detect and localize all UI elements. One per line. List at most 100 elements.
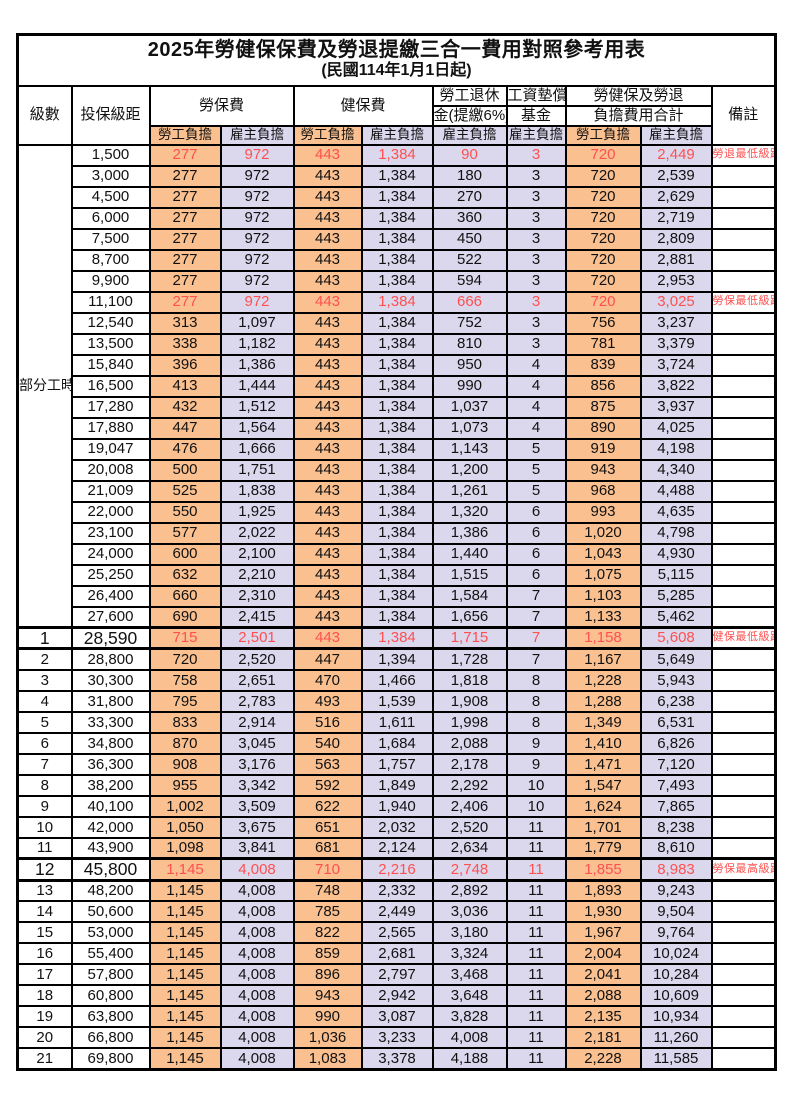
value-cell-health-employee: 540 — [292, 731, 363, 755]
value-cell-health-employer: 1,384 — [360, 332, 434, 356]
value-cell-pension-employer: 3,180 — [431, 921, 508, 945]
level-cell: 14 — [16, 900, 73, 924]
bracket-cell: 57,800 — [70, 963, 151, 987]
header-wage-fund-line2: 基金 — [505, 104, 567, 127]
bracket-cell: 69,800 — [70, 1047, 151, 1071]
table-row: 12,540 313 1,097 443 1,384 752 3 756 3,237 — [18, 311, 777, 335]
value-cell-labor-employer: 4,008 — [219, 963, 295, 987]
bracket-cell: 1,500 — [70, 143, 151, 167]
value-cell-total-employer: 2,449 — [639, 143, 713, 167]
value-cell-health-employer: 2,681 — [360, 942, 434, 966]
value-cell-wage-fund-employer: 3 — [505, 311, 567, 335]
value-cell-labor-employee: 833 — [148, 710, 222, 734]
value-cell-pension-employer: 1,584 — [431, 584, 508, 608]
table-row: 13 48,200 1,145 4,008 748 2,332 2,892 11 1,893 9,… — [16, 879, 777, 903]
value-cell-wage-fund-employer: 4 — [505, 374, 567, 398]
value-cell-labor-employee: 1,145 — [148, 879, 222, 903]
value-cell-labor-employee: 720 — [148, 647, 222, 671]
value-cell-labor-employee: 870 — [148, 731, 222, 755]
value-cell-health-employer: 1,384 — [360, 479, 434, 503]
value-cell-total-employer: 8,983 — [639, 857, 713, 882]
value-cell-total-employer: 9,243 — [639, 879, 713, 903]
value-cell-health-employee: 443 — [292, 290, 363, 314]
table-row: 25,250 632 2,210 443 1,384 1,515 6 1,075 5,115 — [18, 563, 777, 587]
value-cell-total-employer: 4,930 — [639, 542, 713, 566]
remark-cell — [710, 164, 777, 188]
value-cell-health-employee: 896 — [292, 963, 363, 987]
header-pension-line2: 金(提繳6%) — [431, 104, 508, 127]
value-cell-labor-employee: 660 — [148, 584, 222, 608]
value-cell-total-employer: 4,798 — [639, 521, 713, 545]
value-cell-labor-employee: 476 — [148, 437, 222, 461]
value-cell-total-employee: 1,855 — [564, 857, 642, 882]
table-row: 8 38,200 955 3,342 592 1,849 2,292 10 1,547 7,493 — [16, 773, 777, 797]
value-cell-total-employer: 5,943 — [639, 668, 713, 692]
value-cell-health-employee: 443 — [292, 164, 363, 188]
bracket-cell: 40,100 — [70, 794, 151, 818]
value-cell-health-employee: 443 — [292, 458, 363, 482]
value-cell-health-employer: 1,384 — [360, 500, 434, 524]
bracket-cell: 16,500 — [70, 374, 151, 398]
value-cell-health-employee: 592 — [292, 773, 363, 797]
table-row: 21,009 525 1,838 443 1,384 1,261 5 968 4,488 — [18, 479, 777, 503]
table-row: 18 60,800 1,145 4,008 943 2,942 3,648 11 2,088 10… — [16, 984, 777, 1008]
value-cell-pension-employer: 990 — [431, 374, 508, 398]
page-title: 2025年勞健保保費及勞退提繳三合一費用對照參考用表 — [147, 39, 646, 62]
value-cell-pension-employer: 2,892 — [431, 879, 508, 903]
value-cell-labor-employee: 1,145 — [148, 942, 222, 966]
bracket-cell: 3,000 — [70, 164, 151, 188]
value-cell-labor-employee: 338 — [148, 332, 222, 356]
subheader-labor-employee: 勞工負擔 — [148, 124, 222, 146]
value-cell-health-employer: 1,384 — [360, 206, 434, 230]
value-cell-labor-employer: 4,008 — [219, 857, 295, 882]
value-cell-labor-employee: 715 — [148, 625, 222, 651]
bracket-cell: 4,500 — [70, 185, 151, 209]
value-cell-wage-fund-employer: 11 — [505, 1047, 567, 1071]
value-cell-labor-employer: 972 — [219, 143, 295, 167]
level-cell: 2 — [16, 647, 73, 671]
bracket-cell: 7,500 — [70, 227, 151, 251]
bracket-cell: 28,800 — [70, 647, 151, 671]
value-cell-total-employee: 968 — [564, 479, 642, 503]
value-cell-health-employee: 443 — [292, 311, 363, 335]
value-cell-health-employer: 2,942 — [360, 984, 434, 1008]
value-cell-health-employer: 1,384 — [360, 164, 434, 188]
value-cell-total-employee: 720 — [564, 269, 642, 293]
value-cell-health-employer: 1,384 — [360, 437, 434, 461]
value-cell-pension-employer: 666 — [431, 290, 508, 314]
value-cell-health-employer: 1,384 — [360, 227, 434, 251]
value-cell-wage-fund-employer: 7 — [505, 647, 567, 671]
subheader-total-employer: 雇主負擔 — [639, 124, 713, 146]
value-cell-labor-employee: 1,145 — [148, 1026, 222, 1050]
level-cell: 20 — [16, 1026, 73, 1050]
value-cell-labor-employee: 277 — [148, 227, 222, 251]
value-cell-total-employer: 4,025 — [639, 416, 713, 440]
value-cell-labor-employee: 908 — [148, 752, 222, 776]
value-cell-pension-employer: 2,748 — [431, 857, 508, 882]
bracket-cell: 36,300 — [70, 752, 151, 776]
value-cell-health-employee: 990 — [292, 1005, 363, 1029]
level-cell: 16 — [16, 942, 73, 966]
value-cell-total-employee: 1,158 — [564, 625, 642, 651]
value-cell-labor-employee: 1,145 — [148, 1005, 222, 1029]
value-cell-wage-fund-employer: 3 — [505, 332, 567, 356]
remark-cell — [710, 942, 777, 966]
value-cell-total-employee: 2,135 — [564, 1005, 642, 1029]
value-cell-wage-fund-employer: 5 — [505, 479, 567, 503]
remark-cell — [710, 227, 777, 251]
remark-cell — [710, 542, 777, 566]
remark-cell — [710, 437, 777, 461]
value-cell-pension-employer: 1,715 — [431, 625, 508, 651]
value-cell-total-employee: 720 — [564, 185, 642, 209]
value-cell-health-employee: 443 — [292, 227, 363, 251]
value-cell-labor-employee: 432 — [148, 395, 222, 419]
table-row: 3 30,300 758 2,651 470 1,466 1,818 8 1,228 5,943 — [16, 668, 777, 692]
level-cell: 7 — [16, 752, 73, 776]
table-row: 20 66,800 1,145 4,008 1,036 3,233 4,008 11 2,181… — [16, 1026, 777, 1050]
value-cell-health-employee: 443 — [292, 353, 363, 377]
value-cell-health-employer: 1,384 — [360, 185, 434, 209]
value-cell-wage-fund-employer: 8 — [505, 710, 567, 734]
value-cell-total-employer: 3,724 — [639, 353, 713, 377]
bracket-cell: 27,600 — [70, 605, 151, 629]
remark-cell — [710, 248, 777, 272]
